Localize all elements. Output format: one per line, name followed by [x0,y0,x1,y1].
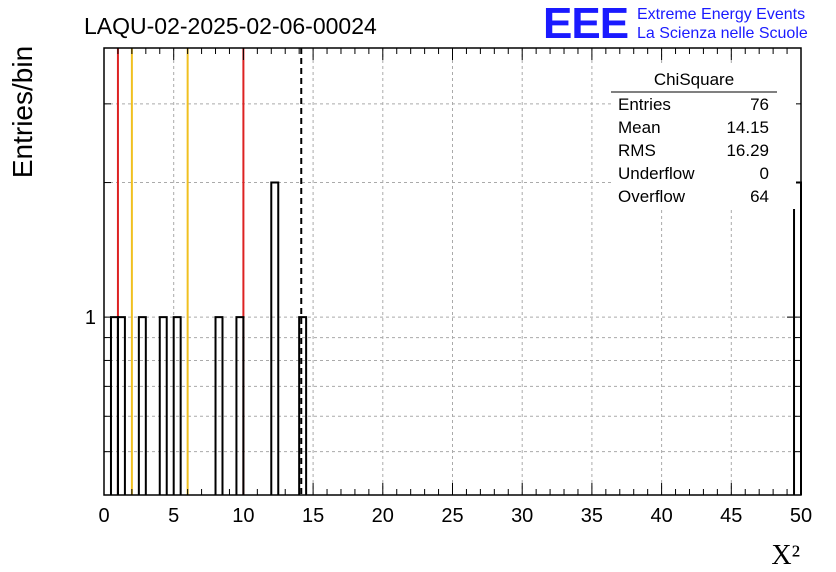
x-tick-label: 5 [168,505,179,527]
histogram-bar [214,316,224,495]
stats-row-value: 16.29 [726,141,769,160]
stats-row-label: Entries [618,95,671,114]
histogram-bar [235,316,245,495]
x-tick-label: 10 [232,505,254,527]
stats-row-label: RMS [618,141,656,160]
histogram-bar [137,316,147,495]
histogram-bar [270,181,280,495]
eee-logo: EEE Extreme Energy Events La Scienza nel… [543,0,833,48]
histogram-bars [109,181,802,495]
stats-row-label: Overflow [618,187,686,206]
histogram-bar [298,316,308,495]
stats-row-label: Mean [618,118,661,137]
stats-box-background [611,66,796,209]
x-tick-label: 40 [650,505,672,527]
logo-mark: EEE [543,0,629,48]
x-axis-label: X² [771,540,800,571]
x-tick-labels: 0 5 10 15 20 25 30 35 40 45 50 [98,505,812,527]
x-tick-label: 50 [790,505,812,527]
stats-box: ChiSquare Entries 76 Mean 14.15 RMS 16.29 Unde… [611,66,796,209]
x-tick-label: 25 [441,505,463,527]
stats-row-value: 0 [760,164,769,183]
stats-box-rows: Entries 76 Mean 14.15 RMS 16.29 Underflow 0 Over… [618,95,769,206]
stats-row-label: Underflow [618,164,695,183]
histogram-bar [116,316,126,495]
x-tick-label: 20 [372,505,394,527]
y-tick-labels: 1 [85,307,96,329]
axes [103,47,802,496]
y-axis-label: Entries/bin [7,46,38,178]
stats-box-title: ChiSquare [654,70,734,89]
chart-title: LAQU-02-2025-02-06-00024 [84,13,377,39]
logo-line-2: La Scienza nelle Scuole [637,25,808,42]
x-tick-label: 35 [581,505,603,527]
logo-line-1: Extreme Energy Events [637,6,806,23]
histogram-bar [172,316,182,495]
histogram-bar [158,316,168,495]
histogram-bar [109,316,119,495]
x-tick-label: 0 [98,505,109,527]
stats-row-value: 14.15 [726,118,769,137]
x-tick-label: 15 [302,505,324,527]
x-tick-label: 30 [511,505,533,527]
y-tick-label: 1 [85,307,96,329]
stats-row-value: 64 [750,187,769,206]
stats-row-value: 76 [750,95,769,114]
histogram-bar [793,181,802,495]
x-tick-label: 45 [720,505,742,527]
